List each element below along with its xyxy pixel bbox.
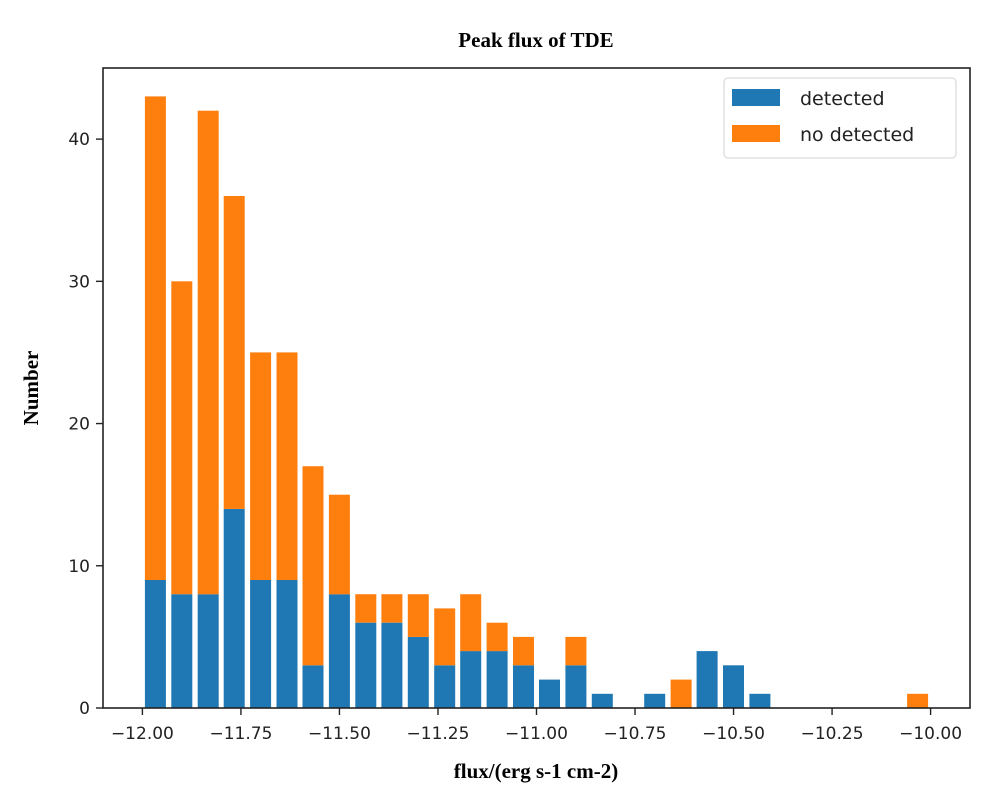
y-tick-label: 40: [68, 130, 90, 150]
bar-detected-8: [355, 622, 377, 708]
x-tick-label: −11.00: [505, 724, 568, 744]
bar-detected-11: [434, 665, 456, 708]
bar-detected-22: [723, 665, 744, 708]
bar-detected-9: [381, 622, 403, 708]
bar-detected-23: [749, 693, 771, 708]
x-tick-label: −11.25: [407, 724, 470, 744]
bar-no-detected-10: [407, 594, 429, 637]
bar-detected-17: [591, 693, 613, 708]
y-axis-ticks: 0 10 20 30 40: [68, 130, 103, 719]
bar-detected-4: [250, 580, 272, 708]
bar-no-detected-5: [276, 352, 298, 580]
x-tick-label: −10.50: [702, 724, 765, 744]
bar-no-detected-13: [486, 622, 508, 652]
x-axis-label: flux/(erg s-1 cm-2): [454, 759, 618, 783]
bar-detected-10: [407, 636, 429, 708]
bar-detected-7: [328, 594, 350, 708]
chart-title: Peak flux of TDE: [458, 28, 613, 52]
legend: detected no detected: [723, 77, 957, 159]
bar-detected-15: [539, 679, 560, 708]
y-tick-label: 20: [68, 415, 90, 435]
x-tick-label: −10.00: [899, 724, 962, 744]
bar-no-detected-8: [355, 594, 377, 623]
y-tick-label: 0: [79, 699, 90, 719]
y-axis-label: Number: [19, 351, 43, 426]
x-axis-ticks: −12.00 −11.75 −11.50 −11.25 −11.00 −10.75 −10.…: [111, 708, 962, 744]
y-tick-label: 10: [68, 557, 90, 577]
legend-swatch-no-detected: [732, 125, 780, 142]
bar-detected-5: [276, 580, 298, 708]
bar-detected-14: [513, 665, 534, 708]
bar-no-detected-12: [460, 594, 482, 652]
bar-no-detected-20: [670, 679, 692, 708]
bar-detected-13: [486, 651, 508, 708]
bar-no-detected-16: [565, 636, 587, 666]
bar-detected-16: [565, 665, 587, 708]
bar-no-detected-6: [302, 466, 324, 666]
bar-no-detected-2: [197, 110, 219, 595]
bar-detected-3: [223, 508, 245, 708]
y-tick-label: 30: [68, 272, 90, 292]
bar-detected-12: [460, 651, 482, 708]
bar-no-detected-9: [381, 594, 403, 623]
x-tick-label: −12.00: [111, 724, 174, 744]
legend-label-no-detected: no detected: [800, 124, 914, 146]
x-tick-label: −11.75: [209, 724, 272, 744]
bar-no-detected-7: [328, 494, 350, 595]
bar-no-detected-0: [144, 96, 166, 581]
x-tick-label: −10.25: [801, 724, 864, 744]
bar-detected-0: [144, 580, 166, 708]
bar-no-detected-4: [250, 352, 272, 580]
bar-no-detected-3: [223, 196, 245, 509]
bar-no-detected-14: [513, 636, 534, 666]
bar-no-detected-29: [907, 693, 929, 708]
bar-detected-1: [171, 594, 193, 708]
bars-group: [144, 96, 929, 708]
legend-box: [723, 77, 957, 159]
x-tick-label: −11.50: [308, 724, 371, 744]
bar-detected-2: [197, 594, 219, 708]
bar-no-detected-1: [171, 281, 193, 595]
bar-detected-6: [302, 665, 324, 708]
bar-no-detected-11: [434, 608, 456, 666]
legend-label-detected: detected: [800, 88, 885, 110]
legend-swatch-detected: [732, 89, 780, 106]
bar-detected-19: [644, 693, 666, 708]
bar-detected-21: [696, 651, 718, 708]
x-tick-label: −10.75: [604, 724, 667, 744]
